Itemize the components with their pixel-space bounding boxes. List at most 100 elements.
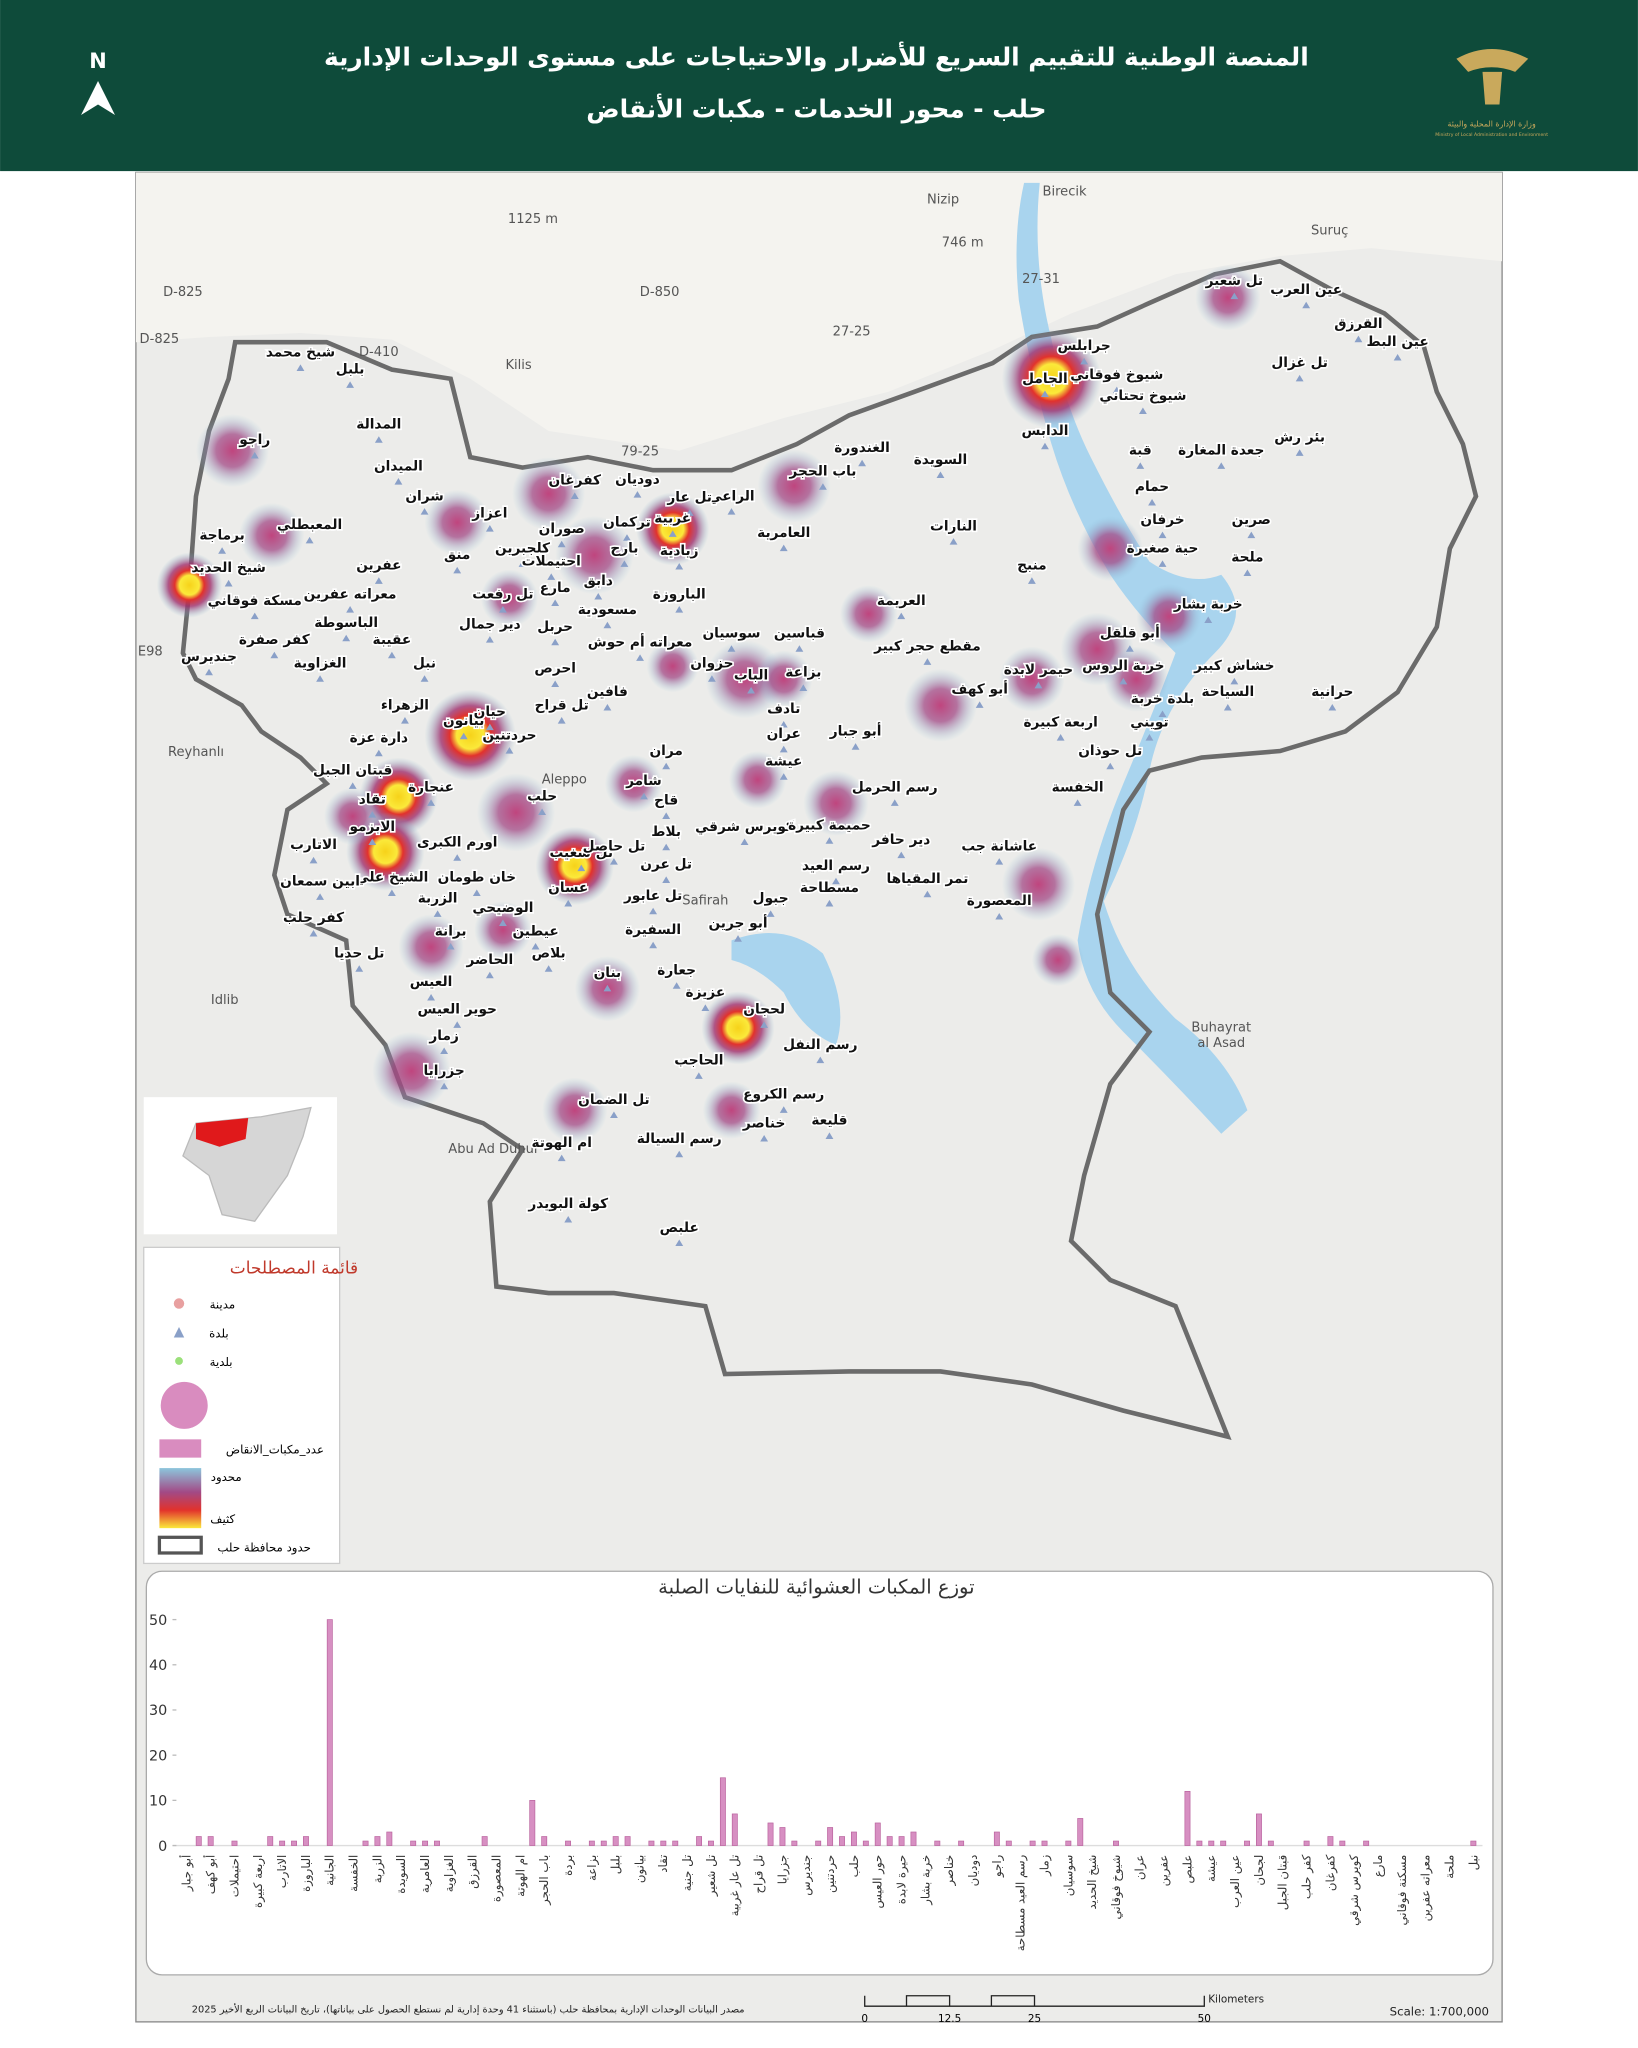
x-tick-label: شيوخ فوقاني <box>1109 1855 1124 1920</box>
bar <box>326 1619 333 1846</box>
x-tick-label: عين العرب <box>1228 1855 1243 1908</box>
footer-source: مصدر البيانات الوحدات الإدارية بمحافظة ح… <box>192 2003 745 2016</box>
bar <box>541 1836 548 1846</box>
place-label: مارع <box>540 580 571 596</box>
x-tick-label: مسكنة فوقاني <box>1395 1855 1410 1926</box>
place-label: تل قراح <box>535 697 589 713</box>
place-marker <box>620 560 629 567</box>
place-label: رسم العيد <box>802 858 870 874</box>
basemap-label: 1125 m <box>508 212 558 227</box>
x-tick-label: بزاعة <box>585 1855 600 1881</box>
place-marker <box>623 534 631 541</box>
bar <box>303 1836 309 1846</box>
x-tick-label: حلب <box>847 1855 861 1878</box>
legend-city: مدينة <box>210 1298 236 1312</box>
x-tick-label: العامرية <box>418 1855 433 1893</box>
place-marker <box>557 540 566 548</box>
place-marker <box>685 509 694 516</box>
place-label: العيس <box>410 974 453 990</box>
basemap-label: Suruç <box>1311 224 1348 239</box>
place-label: دارة عزة <box>350 730 408 746</box>
x-tick-label: بردة <box>561 1855 576 1876</box>
place-marker <box>1217 462 1226 469</box>
place-marker <box>675 1239 684 1247</box>
place-label: عين البط <box>1367 334 1429 350</box>
place-marker <box>218 547 227 554</box>
place-label: اورم الكبرى <box>417 834 497 850</box>
place-label: دوديان <box>615 471 660 487</box>
place-label: تل غزال <box>1271 355 1328 371</box>
bar <box>1184 1790 1191 1846</box>
bar <box>708 1840 714 1846</box>
place-label: قباسين <box>774 625 825 641</box>
place-label: سوسيان <box>702 625 760 641</box>
x-tick-label: ام الهوتة <box>513 1855 528 1897</box>
place-label: عفرين <box>356 558 401 574</box>
place-label: عزيزة <box>686 985 726 1001</box>
place-marker <box>675 562 684 570</box>
place-label: خربة بشار <box>1173 597 1243 613</box>
heat-spot <box>542 1077 608 1143</box>
x-tick-label: كويرس شرقي <box>1347 1854 1362 1926</box>
place-marker <box>1230 677 1239 685</box>
place-label: بلاط <box>651 824 681 840</box>
bar <box>886 1836 893 1846</box>
place-label: اربعة كبيرة <box>1023 714 1097 730</box>
bar <box>827 1827 834 1846</box>
x-tick-label: الباروزة <box>299 1855 314 1892</box>
bar <box>672 1840 679 1846</box>
place-marker <box>668 530 677 537</box>
place-label: عيطين <box>512 923 558 939</box>
place-label: الابزمو <box>348 819 395 835</box>
place-marker <box>890 799 899 806</box>
place-marker <box>760 1021 769 1028</box>
heat-spot <box>702 1081 761 1139</box>
heat-spot <box>512 457 586 531</box>
place-label: العامرية <box>757 525 810 541</box>
place-marker <box>564 1216 573 1223</box>
place-marker <box>662 843 671 851</box>
place-label: تويني <box>1130 714 1168 730</box>
heat-spot <box>474 901 532 959</box>
x-tick-label: مارع <box>1371 1855 1386 1878</box>
place-label: المدالة <box>356 416 401 432</box>
bar <box>934 1840 941 1846</box>
place-marker <box>610 1111 618 1119</box>
place-marker <box>305 536 314 544</box>
place-marker <box>1125 645 1134 652</box>
place-marker <box>453 854 462 861</box>
header-bg <box>0 0 1638 172</box>
basemap-label: Nizip <box>927 192 959 207</box>
place-marker <box>603 621 612 629</box>
bar <box>267 1836 274 1846</box>
place-label: السفيرة <box>625 922 681 938</box>
place-marker <box>551 638 560 646</box>
heat-spot <box>1001 329 1102 429</box>
legend-low: محدود <box>211 1470 242 1485</box>
place-marker <box>342 634 351 642</box>
bar <box>422 1840 429 1846</box>
place-marker <box>662 762 671 770</box>
place-label: الشيخ علي <box>355 870 428 886</box>
basemap-label: 79-25 <box>621 444 659 459</box>
place-label: جبول <box>753 891 789 907</box>
place-marker <box>1034 681 1043 689</box>
place-label: حردتنين <box>482 727 536 743</box>
heat-spot <box>1077 515 1143 582</box>
basemap-label: 746 m <box>942 235 984 250</box>
place-marker <box>779 544 788 552</box>
place-marker <box>594 592 603 600</box>
bar <box>588 1840 595 1846</box>
place-label: حية صغيرة <box>1127 541 1199 557</box>
logo <box>1456 48 1529 105</box>
place-marker <box>485 971 494 979</box>
place-marker <box>1295 374 1304 382</box>
place-label: حميمة كبيرة <box>788 817 871 833</box>
place-label: برانة <box>435 923 467 939</box>
basemap-label: D-410 <box>359 345 399 360</box>
x-tick-label: قبتان الجبل <box>1276 1855 1290 1911</box>
place-label: خرفان <box>1140 512 1184 528</box>
heat-spot <box>604 754 663 813</box>
place-marker <box>662 876 671 883</box>
